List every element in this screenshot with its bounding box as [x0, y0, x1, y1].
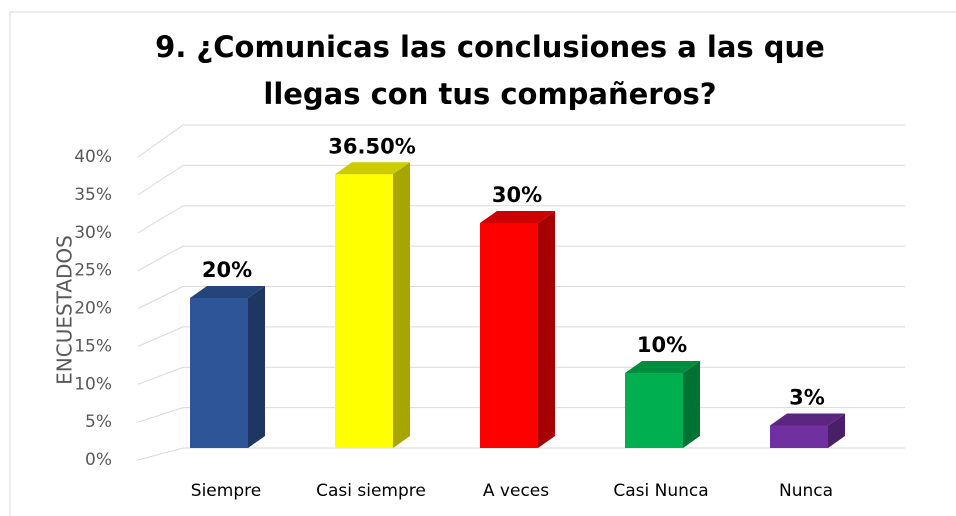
- bar-top: [480, 211, 555, 223]
- y-tick-label: 0%: [85, 450, 112, 470]
- y-tick-label: 20%: [74, 299, 112, 319]
- grid-line: [137, 245, 184, 272]
- y-tick-label: 40%: [74, 147, 112, 167]
- x-tick-label: Nunca: [779, 481, 833, 501]
- data-label: 20%: [202, 258, 252, 282]
- data-label: 30%: [492, 183, 542, 207]
- bar-top: [625, 361, 700, 373]
- grid-line: [137, 286, 184, 309]
- data-label: 10%: [637, 333, 687, 357]
- y-tick-label: 25%: [74, 261, 112, 281]
- grid-line: [137, 124, 184, 158]
- bar-top: [335, 162, 410, 175]
- bar-side: [683, 361, 700, 448]
- bar-side: [393, 162, 410, 448]
- x-tick-label: A veces: [483, 481, 549, 501]
- data-label: 3%: [789, 386, 825, 410]
- grid-line: [137, 366, 184, 385]
- bar: [625, 373, 683, 448]
- chart-border: [9, 11, 956, 516]
- grid-line: [137, 447, 184, 461]
- grid-line: [137, 164, 184, 196]
- x-tick-label: Casi siempre: [316, 481, 426, 501]
- bar-side: [828, 413, 845, 448]
- x-tick-label: Siempre: [191, 481, 261, 501]
- chart-title: 9. ¿Comunicas las conclusiones a las que…: [155, 30, 825, 111]
- y-tick-label: 35%: [74, 185, 112, 205]
- y-axis-label: ENCUESTADOS: [53, 235, 77, 385]
- bar-top: [190, 286, 265, 298]
- grid-line: [137, 407, 184, 423]
- data-label: 36.50%: [328, 134, 415, 158]
- bar: [480, 223, 538, 448]
- y-tick-label: 30%: [74, 223, 112, 243]
- grid-line: [137, 205, 184, 234]
- grid-line: [137, 326, 184, 347]
- bar-side: [248, 286, 265, 448]
- bar: [770, 425, 828, 448]
- y-tick-label: 15%: [74, 336, 112, 356]
- y-tick-label: 5%: [85, 412, 112, 432]
- bar-side: [538, 211, 555, 448]
- bar: [190, 298, 248, 448]
- x-tick-label: Casi Nunca: [613, 481, 708, 501]
- bar-top: [770, 413, 845, 426]
- bar: [335, 174, 393, 448]
- y-tick-label: 10%: [74, 374, 112, 394]
